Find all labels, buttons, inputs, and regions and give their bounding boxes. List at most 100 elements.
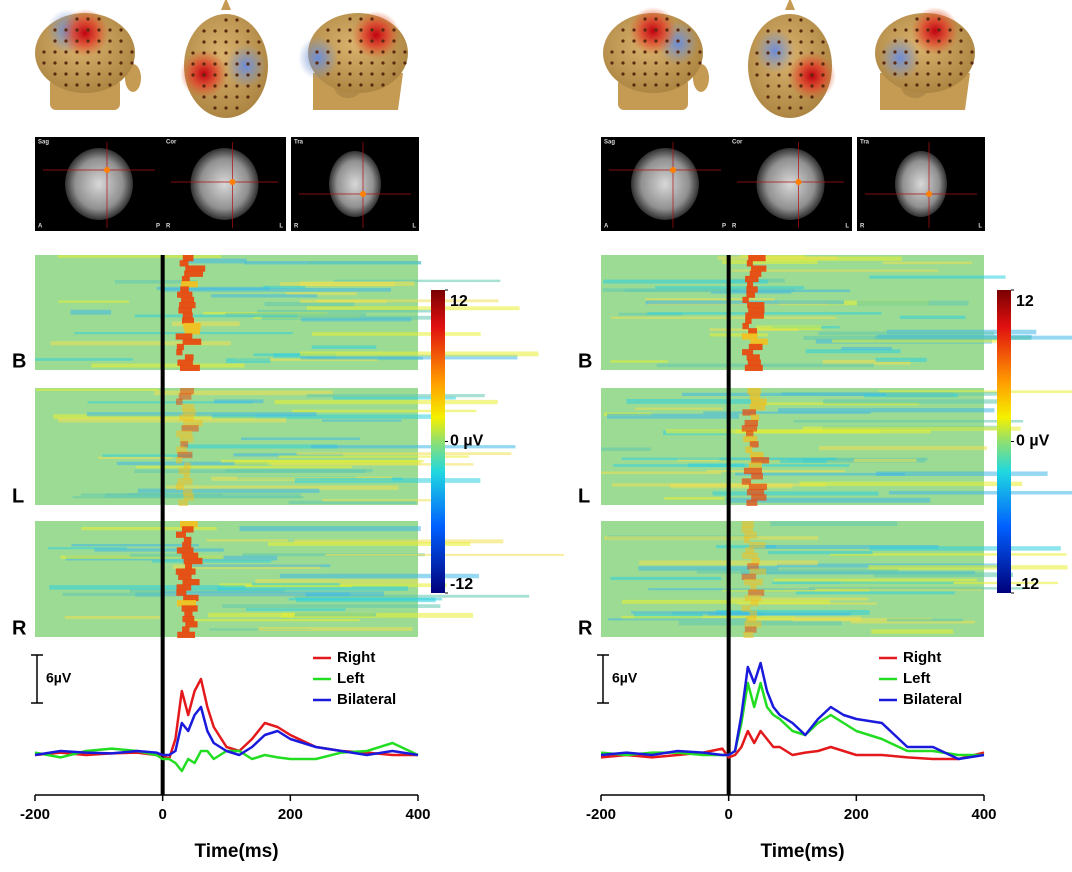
heatmap-stripe	[289, 598, 442, 601]
electrode	[53, 28, 56, 31]
electrode	[766, 84, 769, 87]
electrode	[937, 17, 940, 20]
electrode	[821, 51, 824, 54]
electrode	[959, 39, 962, 42]
electrode	[937, 83, 940, 86]
electrode	[246, 40, 249, 43]
mri-orient: R	[732, 224, 737, 230]
mri-orient: P	[722, 224, 726, 230]
electrode	[926, 61, 929, 64]
heatmap-stripe	[225, 313, 366, 317]
heatmap-peak	[751, 473, 763, 479]
electrode	[97, 61, 100, 64]
electrode	[392, 61, 395, 64]
activity	[629, 7, 677, 55]
heatmap-stripe	[869, 275, 1005, 278]
heatmap-stripe	[94, 548, 223, 551]
electrode	[119, 50, 122, 53]
heatmap-peak	[751, 600, 759, 606]
heatmap-stripe	[809, 587, 1025, 589]
colorbar	[997, 290, 1011, 593]
electrode	[235, 95, 238, 98]
electrode	[64, 50, 67, 53]
heatmap-stripe	[297, 452, 512, 455]
heatmap-stripe	[136, 466, 351, 468]
electrode	[337, 50, 340, 53]
electrode	[948, 83, 951, 86]
heatmap-peak	[176, 457, 182, 463]
electrode	[370, 39, 373, 42]
activity	[226, 44, 266, 88]
electrode	[337, 83, 340, 86]
activity	[755, 29, 795, 73]
electrode	[348, 28, 351, 31]
heatmap-stripe	[603, 280, 768, 284]
heatmap-stripe	[635, 408, 723, 410]
mri-brain	[757, 148, 825, 220]
colorbar-label: 12	[1016, 293, 1034, 310]
electrode	[86, 72, 89, 75]
row-label: R	[12, 617, 27, 639]
heatmap-stripe	[206, 539, 288, 541]
head	[298, 11, 408, 110]
heatmap-peak	[177, 632, 195, 638]
x-tick-label: -200	[586, 806, 616, 823]
heatmap-stripe	[601, 447, 651, 450]
electrode	[904, 28, 907, 31]
heatmap-stripe	[657, 364, 874, 368]
electrode	[224, 106, 227, 109]
electrode	[191, 51, 194, 54]
electrode	[348, 17, 351, 20]
electrode	[904, 61, 907, 64]
electrode	[893, 50, 896, 53]
heatmap-stripe	[718, 256, 837, 259]
heatmap-stripe	[857, 301, 969, 306]
electrode	[224, 40, 227, 43]
mri-orient: P	[156, 224, 160, 230]
mri-brain	[631, 148, 699, 220]
electrode	[213, 40, 216, 43]
electrode	[676, 83, 679, 86]
mri-source	[104, 167, 110, 173]
electrode	[665, 50, 668, 53]
electrode	[799, 40, 802, 43]
electrode	[86, 50, 89, 53]
electrode	[381, 28, 384, 31]
electrode	[643, 28, 646, 31]
mri-orient: R	[294, 224, 299, 230]
heatmap-stripe	[301, 318, 411, 322]
mri-source	[796, 179, 802, 185]
heatmap-stripe	[610, 360, 667, 362]
electrode	[202, 51, 205, 54]
electrode	[621, 39, 624, 42]
electrode	[235, 106, 238, 109]
heatmap-stripe	[670, 483, 792, 488]
electrode	[224, 18, 227, 21]
electrode	[348, 61, 351, 64]
heatmap-stripe	[688, 463, 744, 467]
electrode	[959, 72, 962, 75]
activity	[61, 9, 109, 57]
electrode	[821, 40, 824, 43]
electrode	[213, 106, 216, 109]
heatmap-stripe	[610, 577, 721, 580]
electrode	[687, 39, 690, 42]
scale-label: 6µV	[612, 670, 638, 686]
electrode	[75, 28, 78, 31]
electrode	[610, 50, 613, 53]
electrode	[665, 83, 668, 86]
heatmap-stripe	[823, 399, 997, 403]
electrode	[224, 51, 227, 54]
electrode	[621, 61, 624, 64]
electrode	[108, 50, 111, 53]
heatmap-stripe	[803, 427, 1021, 431]
electrode	[337, 72, 340, 75]
electrode	[326, 50, 329, 53]
electrode	[86, 39, 89, 42]
heatmap-stripe	[300, 281, 415, 286]
electrode	[75, 17, 78, 20]
head	[603, 7, 709, 110]
heatmap-stripe	[889, 491, 1072, 495]
electrode	[959, 28, 962, 31]
heatmap-peak	[178, 500, 188, 506]
